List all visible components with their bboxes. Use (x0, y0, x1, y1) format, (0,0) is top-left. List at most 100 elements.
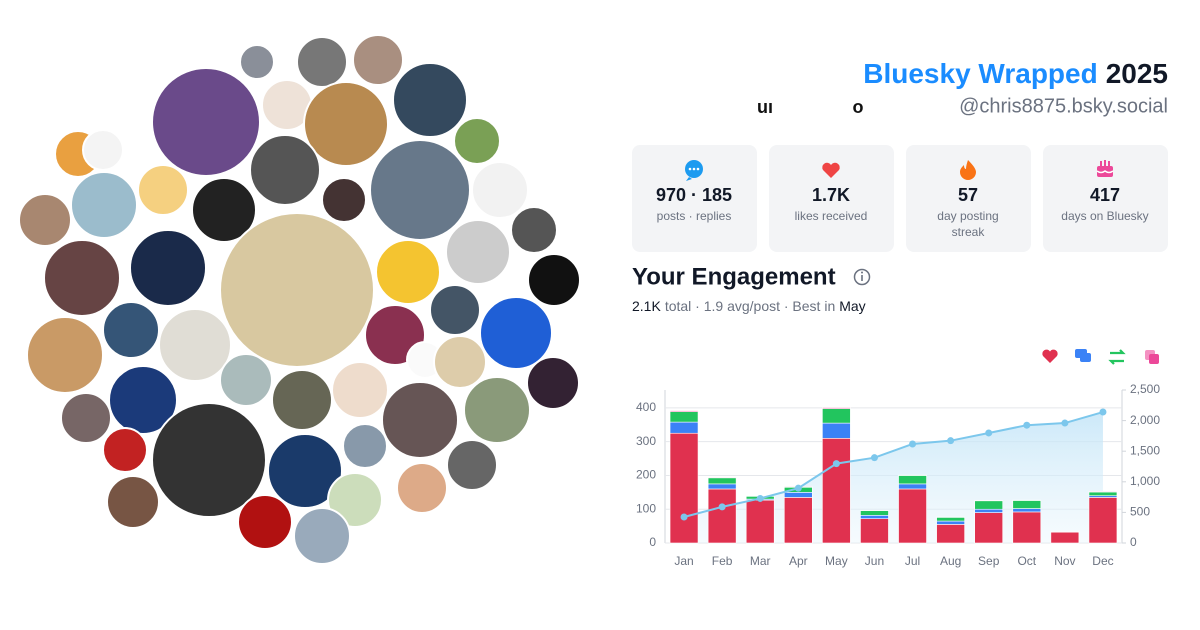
x-tick-label: Oct (1017, 554, 1036, 568)
bar-segment (669, 411, 699, 423)
name-fragment: uı (757, 97, 773, 117)
bar-segment (1012, 511, 1042, 544)
legend-replies[interactable] (1075, 349, 1091, 362)
avatar (446, 439, 498, 491)
avatar (321, 177, 367, 223)
avatar (479, 296, 553, 370)
avatar (43, 239, 121, 317)
line-point (718, 503, 726, 511)
bar-segment (707, 483, 737, 490)
bar-segment (669, 432, 699, 544)
bar-segment (669, 421, 699, 434)
line-point (870, 454, 878, 462)
summary-total: 2.1K (632, 298, 661, 314)
bar-segment (707, 488, 737, 544)
wrapped-title: Bluesky Wrapped 2025 (863, 58, 1168, 89)
avatar (70, 171, 138, 239)
avatar (392, 62, 468, 138)
handle: @chris8875.bsky.social (959, 95, 1168, 117)
brand: Bluesky Wrapped (863, 58, 1097, 89)
avatar (60, 392, 112, 444)
stat-label: day posting (937, 209, 998, 223)
bar-segment (898, 475, 927, 485)
y2-tick-label: 2,000 (1130, 413, 1160, 427)
avatar (137, 164, 189, 216)
bar-segment (860, 515, 889, 519)
line-point (947, 437, 955, 445)
y2-tick-label: 1,500 (1130, 443, 1160, 457)
y-tick-label: 400 (636, 400, 656, 414)
year: 2025 (1106, 58, 1168, 89)
stat-value: 57 (958, 185, 978, 205)
bar-segment (1012, 508, 1042, 513)
x-tick-label: Feb (712, 554, 733, 568)
x-tick-label: Dec (1092, 554, 1113, 568)
info-icon[interactable] (853, 268, 871, 286)
y-tick-label: 0 (649, 535, 656, 549)
legend-reposts[interactable] (1108, 349, 1126, 365)
avatar (352, 34, 404, 86)
legend-quotes[interactable] (1145, 350, 1159, 364)
avatar (191, 177, 257, 243)
bar-segment (707, 476, 737, 479)
avatar (102, 427, 148, 473)
avatar (102, 301, 160, 359)
avatar (108, 365, 178, 435)
y2-tick-label: 2,500 (1130, 382, 1160, 396)
bar-segment (898, 488, 927, 544)
bar-segment (783, 492, 813, 498)
avatar (151, 402, 267, 518)
bar-segment (974, 512, 1004, 544)
avatar (219, 212, 375, 368)
avatar (18, 193, 72, 247)
stat-label: days on Bluesky (1061, 209, 1148, 223)
bar-segment (860, 518, 889, 544)
bar-segment (936, 520, 965, 525)
stat-cards: 970 · 185 1.7K 57 417 posts · replies li… (632, 145, 1168, 252)
line-point (832, 460, 840, 468)
x-tick-label: Mar (750, 554, 771, 568)
avatar (429, 284, 481, 336)
legend-likes[interactable] (1042, 349, 1058, 363)
avatar (158, 308, 232, 382)
line-point (1099, 408, 1107, 416)
avatar (106, 475, 160, 529)
avatar-cluster (18, 34, 581, 565)
bar-segment (1088, 497, 1118, 544)
icon-posts (685, 160, 703, 181)
avatar (445, 219, 511, 285)
x-tick-label: Aug (940, 554, 961, 568)
avatar (331, 361, 389, 419)
line-point (985, 429, 993, 437)
bar-segment (1088, 491, 1118, 497)
bar-segment (669, 410, 699, 412)
avatar (267, 433, 343, 509)
avatar (271, 369, 333, 431)
stat-label: posts · replies (657, 209, 732, 223)
avatar (369, 139, 471, 241)
icon-heart (822, 162, 840, 178)
bar-segment (974, 508, 1004, 513)
x-tick-label: Nov (1054, 554, 1075, 568)
bar-segment (822, 437, 851, 544)
y-tick-label: 100 (636, 501, 656, 515)
x-tick-label: Apr (789, 554, 808, 568)
bar-segment (898, 483, 927, 490)
avatar (510, 206, 558, 254)
bar-segment (936, 524, 965, 544)
avatar (293, 507, 351, 565)
engagement-summary: 2.1K total · 1.9 avg/post · Best in May (632, 298, 866, 314)
avatar (129, 229, 207, 307)
y-tick-label: 200 (636, 468, 656, 482)
x-tick-label: Jan (674, 554, 693, 568)
x-tick-label: Jul (905, 554, 920, 568)
bar-segment (822, 422, 851, 439)
bar-segment (974, 500, 1004, 510)
bar-segment (1088, 491, 1118, 493)
bar-segment (1050, 531, 1080, 544)
y2-tick-label: 0 (1130, 535, 1137, 549)
bar-segment (707, 477, 737, 485)
x-tick-label: Jun (865, 554, 884, 568)
avatar (375, 239, 441, 305)
bar-segment (936, 517, 965, 522)
